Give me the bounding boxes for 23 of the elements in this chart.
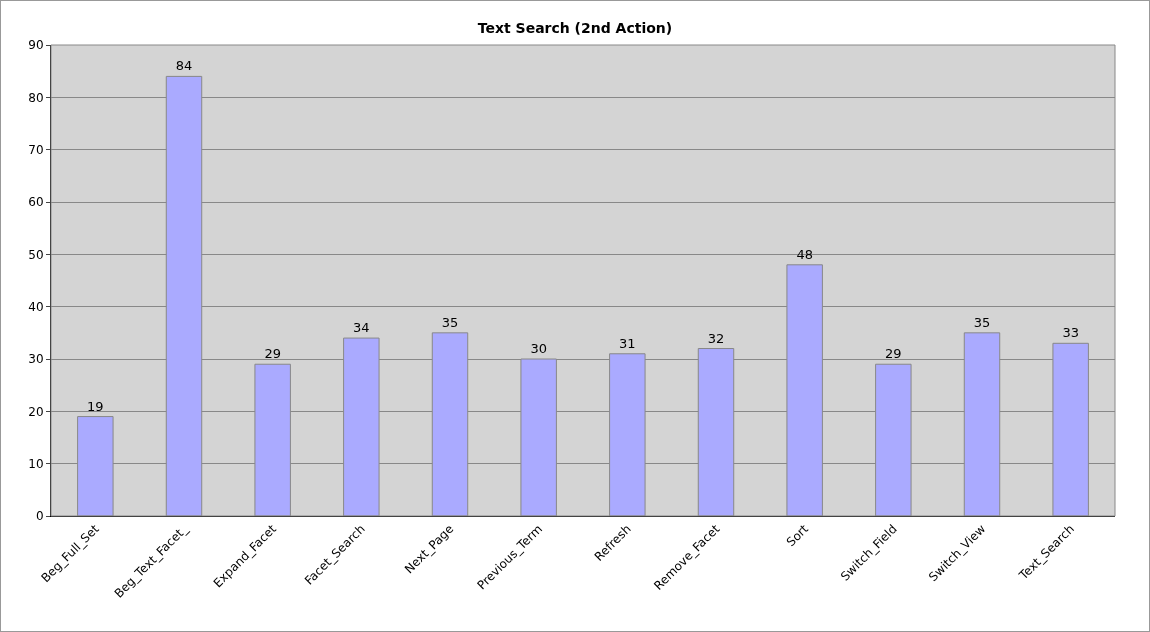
y-tick-label: 80 [28,90,44,105]
chart-title: Text Search (2nd Action) [477,19,673,36]
data-label: 33 [1062,325,1079,341]
data-label: 35 [973,314,991,330]
data-label: 84 [175,58,193,74]
y-tick-label: 10 [28,456,44,471]
data-label: 32 [707,330,725,346]
data-label: 31 [619,335,636,351]
data-label: 19 [87,398,104,414]
y-tick-label: 30 [28,352,44,367]
y-tick-label: 50 [28,247,44,262]
y-tick-label: 90 [28,38,44,53]
data-label: 29 [264,346,281,362]
y-tick-label: 60 [28,195,44,210]
y-tick-label: 70 [28,142,44,157]
data-label: 35 [441,314,459,330]
data-label: 48 [796,246,813,262]
y-tick-label: 20 [28,404,44,419]
y-tick-label: 40 [28,299,44,314]
data-label: 29 [885,346,902,362]
data-label: 34 [353,320,370,336]
y-tick-label: 0 [35,509,44,524]
data-label: 30 [530,341,547,356]
